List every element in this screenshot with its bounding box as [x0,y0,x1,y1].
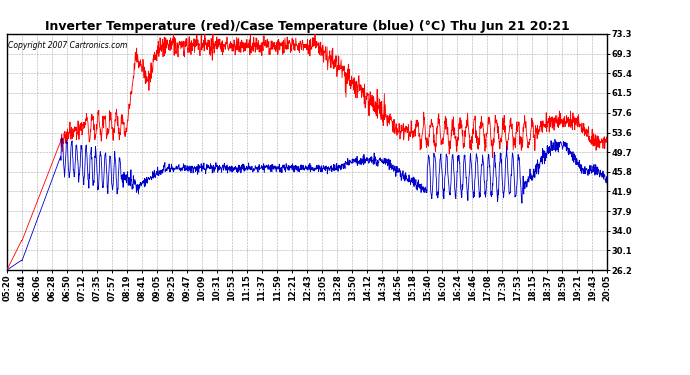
Title: Inverter Temperature (red)/Case Temperature (blue) (°C) Thu Jun 21 20:21: Inverter Temperature (red)/Case Temperat… [45,20,569,33]
Text: Copyright 2007 Cartronics.com: Copyright 2007 Cartronics.com [8,41,128,50]
